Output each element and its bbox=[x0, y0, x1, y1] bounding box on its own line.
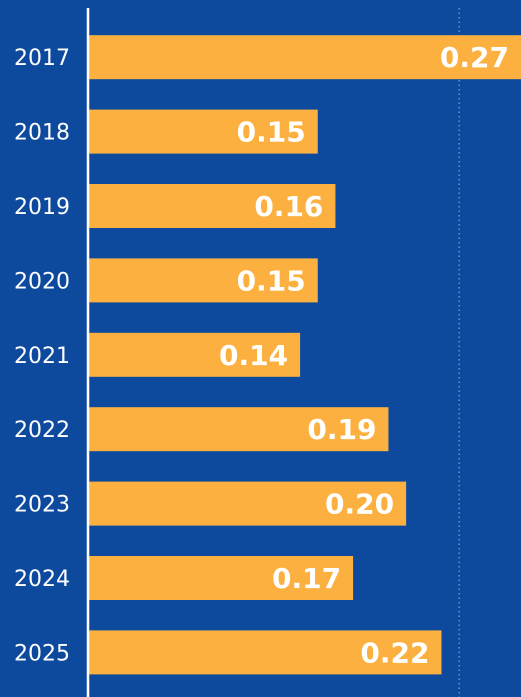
y-tick-label: 2023 bbox=[14, 493, 70, 518]
value-label: 0.15 bbox=[237, 264, 306, 297]
bar bbox=[88, 184, 336, 228]
bar bbox=[88, 407, 389, 452]
value-label: 0.16 bbox=[254, 190, 323, 223]
y-tick-label: 2022 bbox=[14, 418, 70, 443]
bar bbox=[88, 109, 318, 154]
y-tick-label: 2018 bbox=[14, 121, 70, 146]
value-label: 0.15 bbox=[237, 116, 306, 149]
value-label: 0.27 bbox=[440, 41, 509, 74]
y-tick-label: 2021 bbox=[14, 344, 70, 369]
value-label: 0.20 bbox=[325, 488, 394, 521]
bar bbox=[88, 556, 354, 600]
bar bbox=[88, 332, 301, 377]
y-tick-label: 2025 bbox=[14, 641, 70, 666]
y-tick-label: 2024 bbox=[14, 567, 70, 592]
bar bbox=[88, 630, 442, 675]
y-tick-label: 2020 bbox=[14, 269, 70, 294]
bar bbox=[88, 258, 318, 303]
y-tick-label: 2017 bbox=[14, 46, 70, 71]
value-label: 0.17 bbox=[272, 562, 341, 595]
value-label: 0.22 bbox=[360, 636, 429, 669]
value-label: 0.19 bbox=[307, 413, 376, 446]
bar bbox=[88, 481, 407, 526]
bar bbox=[88, 35, 521, 80]
value-label: 0.14 bbox=[219, 339, 288, 372]
y-tick-label: 2019 bbox=[14, 195, 70, 220]
